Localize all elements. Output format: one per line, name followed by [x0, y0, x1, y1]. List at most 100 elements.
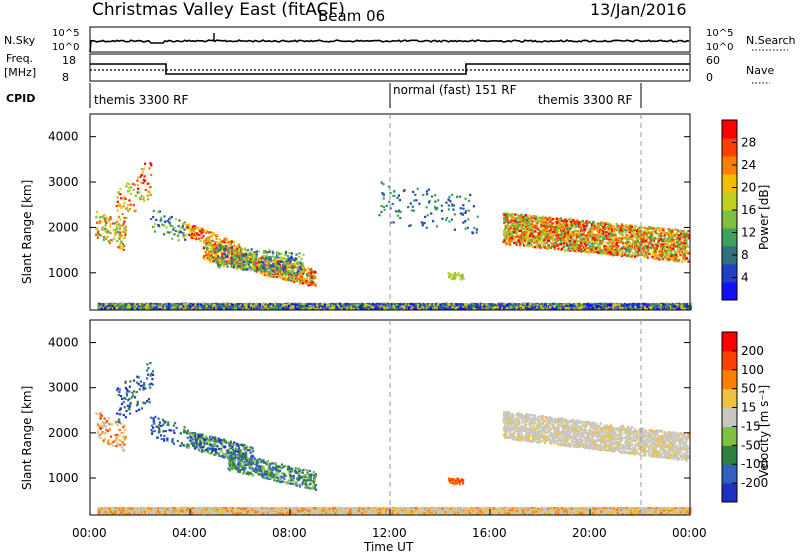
scatter-cell	[172, 228, 175, 231]
scatter-cell	[249, 269, 252, 272]
scatter-cell	[629, 225, 632, 228]
scatter-cell	[601, 223, 605, 226]
scatter-cell	[272, 268, 275, 271]
scatter-cell	[537, 232, 540, 235]
scatter-cell	[292, 274, 295, 277]
scatter-cell	[298, 281, 301, 284]
scatter-cell	[618, 230, 621, 233]
scatter-cell	[528, 214, 531, 217]
scatter-cell	[509, 237, 512, 240]
scatter-cell	[461, 213, 464, 216]
scatter-cell	[529, 233, 532, 236]
scatter-cell	[508, 229, 511, 233]
scatter-cell	[582, 225, 585, 228]
scatter-cell	[549, 219, 552, 222]
scatter-cell	[117, 230, 120, 233]
scatter-cell	[632, 232, 635, 235]
scatter-cell	[657, 239, 660, 242]
scatter-cell	[223, 263, 226, 266]
scatter-cell	[202, 240, 205, 243]
scatter-cell	[555, 217, 558, 220]
scatter-cell	[547, 233, 550, 236]
scatter-cell	[223, 241, 226, 244]
scatter-cell	[132, 188, 135, 191]
scatter-cell	[633, 234, 636, 237]
scatter-cell	[96, 221, 99, 224]
scatter-cell	[656, 257, 659, 260]
scatter-cell	[552, 239, 555, 242]
scatter-cell	[503, 216, 506, 219]
scatter-cell	[189, 228, 192, 232]
scatter-cell	[428, 199, 431, 203]
scatter-cell	[420, 221, 423, 224]
scatter-cell	[151, 225, 155, 228]
scatter-cell	[157, 224, 160, 227]
scatter-cell	[244, 260, 248, 263]
scatter-cell	[283, 265, 287, 269]
scatter-cell	[403, 189, 406, 192]
scatter-cell	[216, 248, 219, 252]
scatter-cell	[408, 224, 411, 227]
scatter-cell	[177, 225, 180, 228]
scatter-cell	[609, 229, 612, 232]
scatter-cell	[612, 245, 615, 248]
scatter-cell	[127, 209, 130, 212]
scatter-cell	[227, 262, 230, 265]
scatter-cell	[667, 239, 670, 242]
scatter-cell	[550, 225, 553, 228]
scatter-cell	[116, 226, 119, 229]
scatter-cell	[565, 243, 568, 247]
scatter-cell	[222, 259, 225, 262]
scatter-cell	[224, 254, 227, 257]
scatter-cell	[625, 246, 628, 249]
scatter-cell	[619, 229, 622, 232]
scatter-cell	[194, 234, 198, 237]
scatter-cell	[683, 248, 686, 251]
scatter-cell	[288, 256, 291, 260]
scatter-cell	[621, 242, 624, 245]
scatter-cell	[543, 229, 546, 232]
scatter-cell	[672, 248, 676, 252]
scatter-cell	[216, 262, 219, 265]
scatter-cell	[306, 273, 309, 276]
scatter-cell	[517, 224, 520, 227]
scatter-cell	[121, 230, 124, 233]
scatter-cell	[299, 281, 302, 284]
scatter-cell	[577, 225, 580, 229]
scatter-cell	[612, 248, 615, 251]
scatter-cell	[276, 268, 279, 271]
scatter-cell	[460, 275, 463, 278]
scatter-cell	[115, 229, 118, 232]
scatter-cell	[122, 248, 125, 251]
scatter-cell	[579, 229, 582, 232]
scatter-cell	[661, 250, 664, 253]
scatter-cell	[127, 190, 130, 193]
scatter-cell	[655, 232, 658, 235]
scatter-cell	[679, 243, 682, 246]
scatter-cell	[249, 261, 252, 264]
scatter-cell	[557, 248, 560, 251]
scatter-cell	[568, 239, 571, 242]
scatter-cell	[659, 233, 663, 236]
scatter-cell	[230, 256, 233, 259]
scatter-cell	[301, 262, 304, 265]
scatter-cell	[462, 221, 465, 224]
scatter-cell	[143, 199, 146, 203]
scatter-cell	[207, 243, 210, 246]
scatter-cell	[290, 252, 293, 255]
scatter-cell	[648, 242, 651, 245]
scatter-cell	[657, 255, 660, 258]
scatter-cell	[260, 268, 263, 271]
scatter-cell	[259, 263, 262, 266]
scatter-cell	[120, 247, 123, 250]
scatter-cell	[228, 248, 231, 252]
scatter-cell	[274, 272, 277, 276]
scatter-cell	[512, 225, 515, 228]
scatter-cell	[273, 264, 276, 267]
scatter-cell	[570, 222, 573, 225]
scatter-cell	[649, 227, 652, 230]
scatter-cell	[188, 225, 191, 228]
scatter-cell	[146, 194, 149, 197]
scatter-cell	[511, 237, 514, 240]
scatter-cell	[589, 247, 592, 250]
